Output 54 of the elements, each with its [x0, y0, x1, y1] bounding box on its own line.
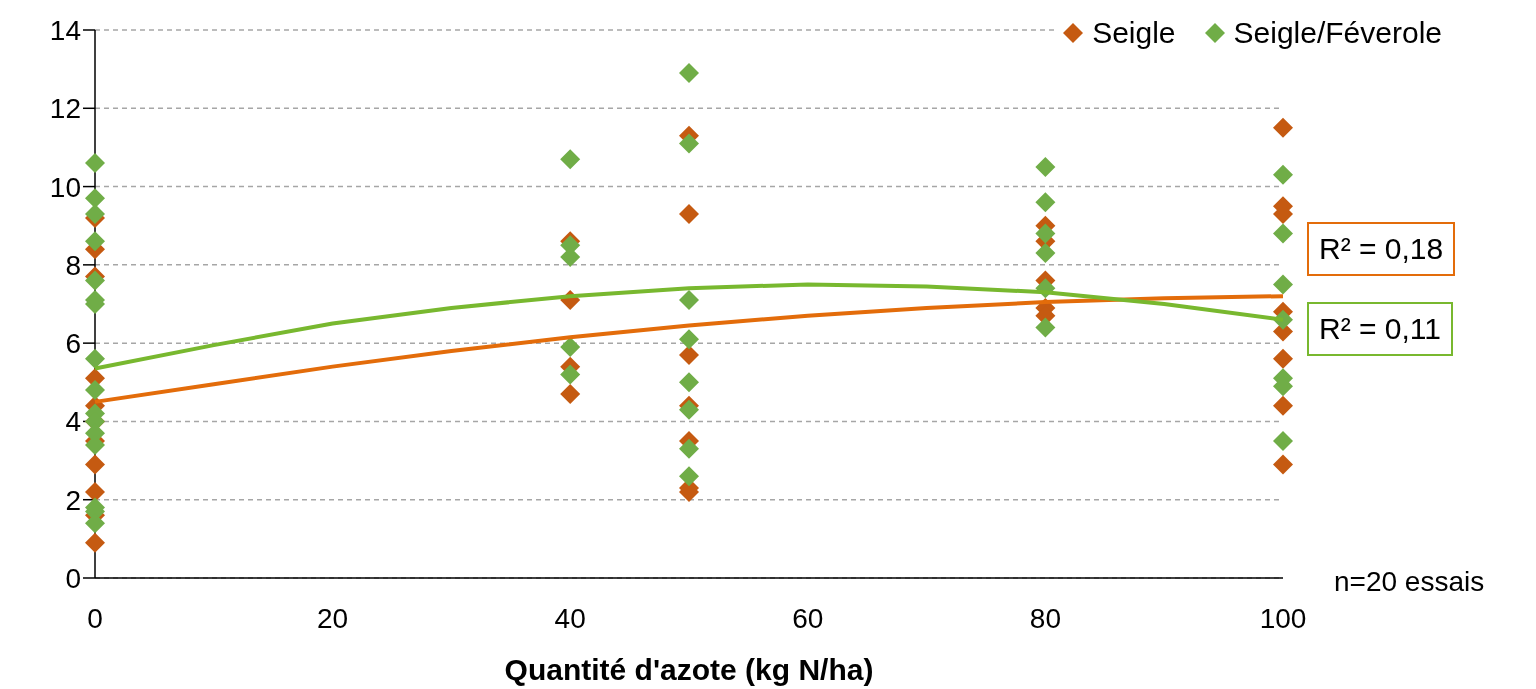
point — [1273, 117, 1293, 138]
text: R² = 0,18 — [1307, 222, 1456, 276]
point — [85, 532, 105, 553]
point — [679, 290, 699, 311]
text: n=20 essais — [1334, 566, 1485, 598]
point — [679, 203, 699, 224]
legend-label: Seigle/Féverole — [1233, 16, 1442, 50]
point — [85, 348, 105, 369]
y-tick-label: 2 — [65, 484, 81, 516]
point — [1035, 223, 1056, 244]
x-tick-label: 20 — [317, 602, 349, 634]
point — [679, 133, 699, 154]
y-tick-label: 6 — [65, 328, 81, 360]
point — [1035, 157, 1056, 177]
point — [679, 344, 699, 365]
point — [1273, 348, 1293, 369]
point — [1273, 454, 1293, 475]
point — [1273, 395, 1293, 416]
x-tick-label: 0 — [87, 602, 103, 634]
y-tick-label: 12 — [49, 93, 81, 125]
point — [85, 481, 105, 502]
point — [85, 188, 105, 209]
point — [679, 438, 699, 459]
y-tick-label: 0 — [65, 562, 81, 594]
y-tick-label: 14 — [49, 14, 81, 46]
x-tick-label: 100 — [1259, 602, 1307, 634]
point — [560, 364, 581, 385]
point — [85, 454, 105, 475]
point — [1035, 243, 1056, 264]
point — [560, 149, 581, 170]
y-tick-label: 8 — [65, 249, 81, 281]
x-tick-label: 80 — [1029, 602, 1061, 634]
x-tick-label: 60 — [792, 602, 824, 634]
point — [679, 63, 699, 84]
text: R² = 0,11 — [1307, 302, 1454, 356]
point — [679, 329, 699, 350]
point — [679, 466, 699, 487]
x-tick-label: 40 — [554, 602, 586, 634]
point — [85, 380, 105, 401]
point — [1273, 164, 1293, 185]
x-axis-title: Quantité d'azote (kg N/ha) — [504, 653, 874, 686]
point — [1035, 192, 1056, 213]
legend-label: Seigle — [1092, 16, 1176, 50]
y-tick-label: 4 — [65, 406, 81, 438]
point — [560, 384, 581, 405]
point — [679, 372, 699, 393]
point — [560, 337, 581, 358]
point — [1273, 274, 1293, 295]
point — [1273, 223, 1293, 244]
point — [85, 153, 105, 174]
point — [1273, 431, 1293, 451]
point — [85, 231, 105, 252]
point — [1035, 317, 1056, 338]
y-tick-label: 10 — [49, 171, 81, 203]
